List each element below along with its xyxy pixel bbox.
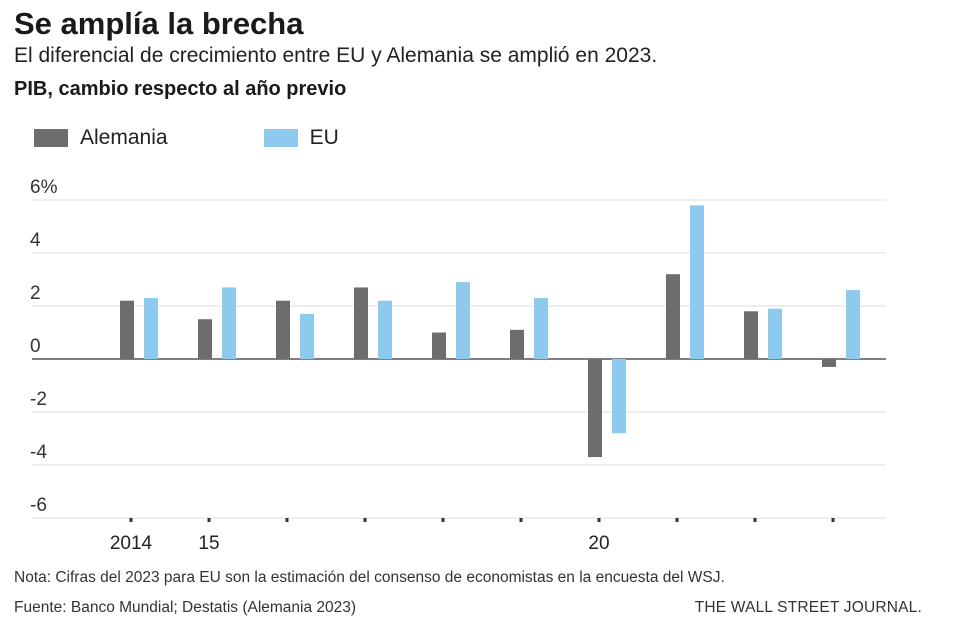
bar-alemania-2021 <box>666 274 680 359</box>
bar-alemania-2014 <box>120 300 134 359</box>
legend-swatch-alemania <box>34 129 68 147</box>
y-tick-label: -2 <box>30 389 47 410</box>
legend-label-alemania: Alemania <box>80 126 168 149</box>
bar-alemania-2017 <box>354 287 368 359</box>
footnote: Nota: Cifras del 2023 para EU son la est… <box>14 569 725 586</box>
bar-alemania-2015 <box>198 319 212 359</box>
bar-alemania-2020 <box>588 359 602 458</box>
y-tick-label: -4 <box>30 442 47 463</box>
bar-alemania-2019 <box>510 329 524 359</box>
x-tick-label: 20 <box>588 533 609 554</box>
bar-alemania-2016 <box>276 300 290 359</box>
bar-eu-2016 <box>300 313 314 359</box>
chart-measure-label: PIB, cambio respecto al año previo <box>14 78 347 100</box>
y-tick-label: 2 <box>30 283 41 304</box>
bar-eu-2020 <box>612 359 626 434</box>
x-tick-label: 15 <box>198 533 219 554</box>
y-tick-label: 4 <box>30 230 41 251</box>
bar-eu-2022 <box>768 308 782 359</box>
source-note: Fuente: Banco Mundial; Destatis (Alemani… <box>14 599 357 616</box>
bar-eu-2019 <box>534 298 548 359</box>
bar-eu-2014 <box>144 298 158 359</box>
y-tick-label: 6% <box>30 177 58 198</box>
legend: Alemania EU <box>34 126 435 150</box>
chart-title: Se amplía la brecha <box>14 6 304 41</box>
bar-alemania-2022 <box>744 311 758 359</box>
bar-eu-2017 <box>378 300 392 359</box>
y-tick-label: 0 <box>30 336 41 357</box>
bar-eu-2021 <box>690 205 704 359</box>
chart-subtitle: El diferencial de crecimiento entre EU y… <box>14 44 658 67</box>
x-tick-label: 2014 <box>110 533 153 554</box>
legend-item-eu: EU <box>263 126 339 150</box>
publisher-credit: THE WALL STREET JOURNAL. <box>694 599 922 616</box>
bar-eu-2023 <box>846 290 860 359</box>
bar-alemania-2018 <box>432 332 446 359</box>
legend-swatch-eu <box>263 129 298 147</box>
legend-label-eu: EU <box>309 126 339 149</box>
y-tick-label: -6 <box>30 495 47 516</box>
bar-eu-2018 <box>456 282 470 359</box>
bar-alemania-2023 <box>822 359 836 367</box>
bar-eu-2015 <box>222 287 236 359</box>
legend-item-alemania: Alemania <box>34 126 168 150</box>
